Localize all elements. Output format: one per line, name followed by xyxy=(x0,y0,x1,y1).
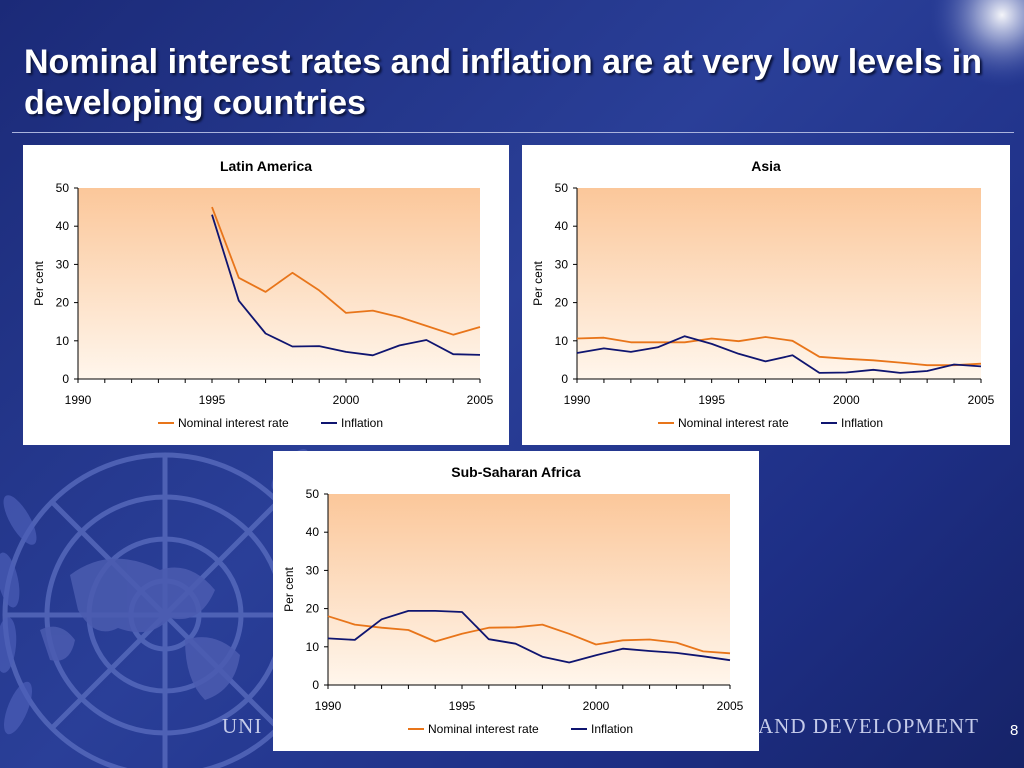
series-line-inflation xyxy=(211,214,481,357)
series-line-inflation xyxy=(327,609,731,664)
legend-label-nominal-interest-rate: Nominal interest rate xyxy=(178,416,289,430)
chart-title: Asia xyxy=(751,158,781,174)
y-axis-label: Per cent xyxy=(531,260,545,305)
footer-text-right: AND DEVELOPMENT xyxy=(758,714,979,738)
y-tick-label: 20 xyxy=(555,296,569,310)
y-tick-label: 20 xyxy=(56,296,70,310)
legend-label-inflation: Inflation xyxy=(591,722,633,736)
y-axis-label: Per cent xyxy=(32,260,46,305)
legend-label-inflation: Inflation xyxy=(841,416,883,430)
x-tick-label: 1990 xyxy=(315,699,342,713)
y-tick-label: 50 xyxy=(306,487,320,501)
chart-svg: Asia 0 10 20 30 40 50 1990 1995 2000 2005 Per cent N… xyxy=(531,158,995,430)
chart-panel-asia: Asia 0 10 20 30 40 50 1990 1995 2000 2005 Per cent N… xyxy=(522,145,1010,445)
legend-label-nominal-interest-rate: Nominal interest rate xyxy=(428,722,539,736)
continents-shape xyxy=(40,558,240,700)
plot-area xyxy=(328,494,730,685)
plot-area xyxy=(78,188,480,379)
legend-label-inflation: Inflation xyxy=(341,416,383,430)
chart-panel-sub-saharan-africa: Sub-Saharan Africa 0 10 20 30 40 50 1990 1995 200… xyxy=(273,451,759,751)
y-tick-label: 0 xyxy=(312,678,319,692)
y-tick-label: 20 xyxy=(306,602,320,616)
glow-highlight xyxy=(930,0,1024,87)
y-tick-label: 0 xyxy=(561,372,568,386)
chart-title: Latin America xyxy=(220,158,312,174)
y-tick-label: 50 xyxy=(555,181,569,195)
y-tick-label: 30 xyxy=(555,257,569,271)
x-tick-label: 1995 xyxy=(449,699,476,713)
chart-svg: Sub-Saharan Africa 0 10 20 30 40 50 1990 1995 200… xyxy=(282,464,744,736)
chart-svg: Latin America 0 10 20 30 40 50 1990 1995 2000 2005… xyxy=(32,158,494,430)
x-tick-label: 1990 xyxy=(564,393,591,407)
chart-panel-latin-america: Latin America 0 10 20 30 40 50 1990 1995 2000 2005… xyxy=(23,145,509,445)
footer-text-left: UNI xyxy=(222,714,263,738)
x-tick-label: 2000 xyxy=(833,393,860,407)
y-tick-label: 10 xyxy=(56,334,70,348)
x-tick-label: 1990 xyxy=(65,393,92,407)
series-line-nominal-interest-rate xyxy=(211,206,481,336)
legend-label-nominal-interest-rate: Nominal interest rate xyxy=(678,416,789,430)
series-line-nominal-interest-rate xyxy=(327,615,731,655)
slide-title: Nominal interest rates and inflation are… xyxy=(24,43,982,122)
y-axis-label: Per cent xyxy=(282,566,296,611)
series-line-inflation xyxy=(576,335,982,374)
y-tick-label: 40 xyxy=(555,219,569,233)
y-tick-label: 50 xyxy=(56,181,70,195)
slide-number: 8 xyxy=(1010,722,1019,739)
x-tick-label: 2005 xyxy=(467,393,494,407)
x-tick-label: 2005 xyxy=(717,699,744,713)
plot-area xyxy=(577,188,981,379)
x-tick-label: 1995 xyxy=(698,393,725,407)
y-tick-label: 0 xyxy=(62,372,69,386)
y-tick-label: 40 xyxy=(56,219,70,233)
y-tick-label: 10 xyxy=(555,334,569,348)
y-tick-label: 10 xyxy=(306,640,320,654)
x-tick-label: 2005 xyxy=(968,393,995,407)
y-tick-label: 40 xyxy=(306,525,320,539)
y-tick-label: 30 xyxy=(56,257,70,271)
series-line-nominal-interest-rate xyxy=(576,336,982,367)
x-tick-label: 2000 xyxy=(583,699,610,713)
y-tick-label: 30 xyxy=(306,563,320,577)
title-divider xyxy=(12,132,1014,133)
x-tick-label: 1995 xyxy=(199,393,226,407)
x-tick-label: 2000 xyxy=(333,393,360,407)
chart-title: Sub-Saharan Africa xyxy=(451,464,581,480)
